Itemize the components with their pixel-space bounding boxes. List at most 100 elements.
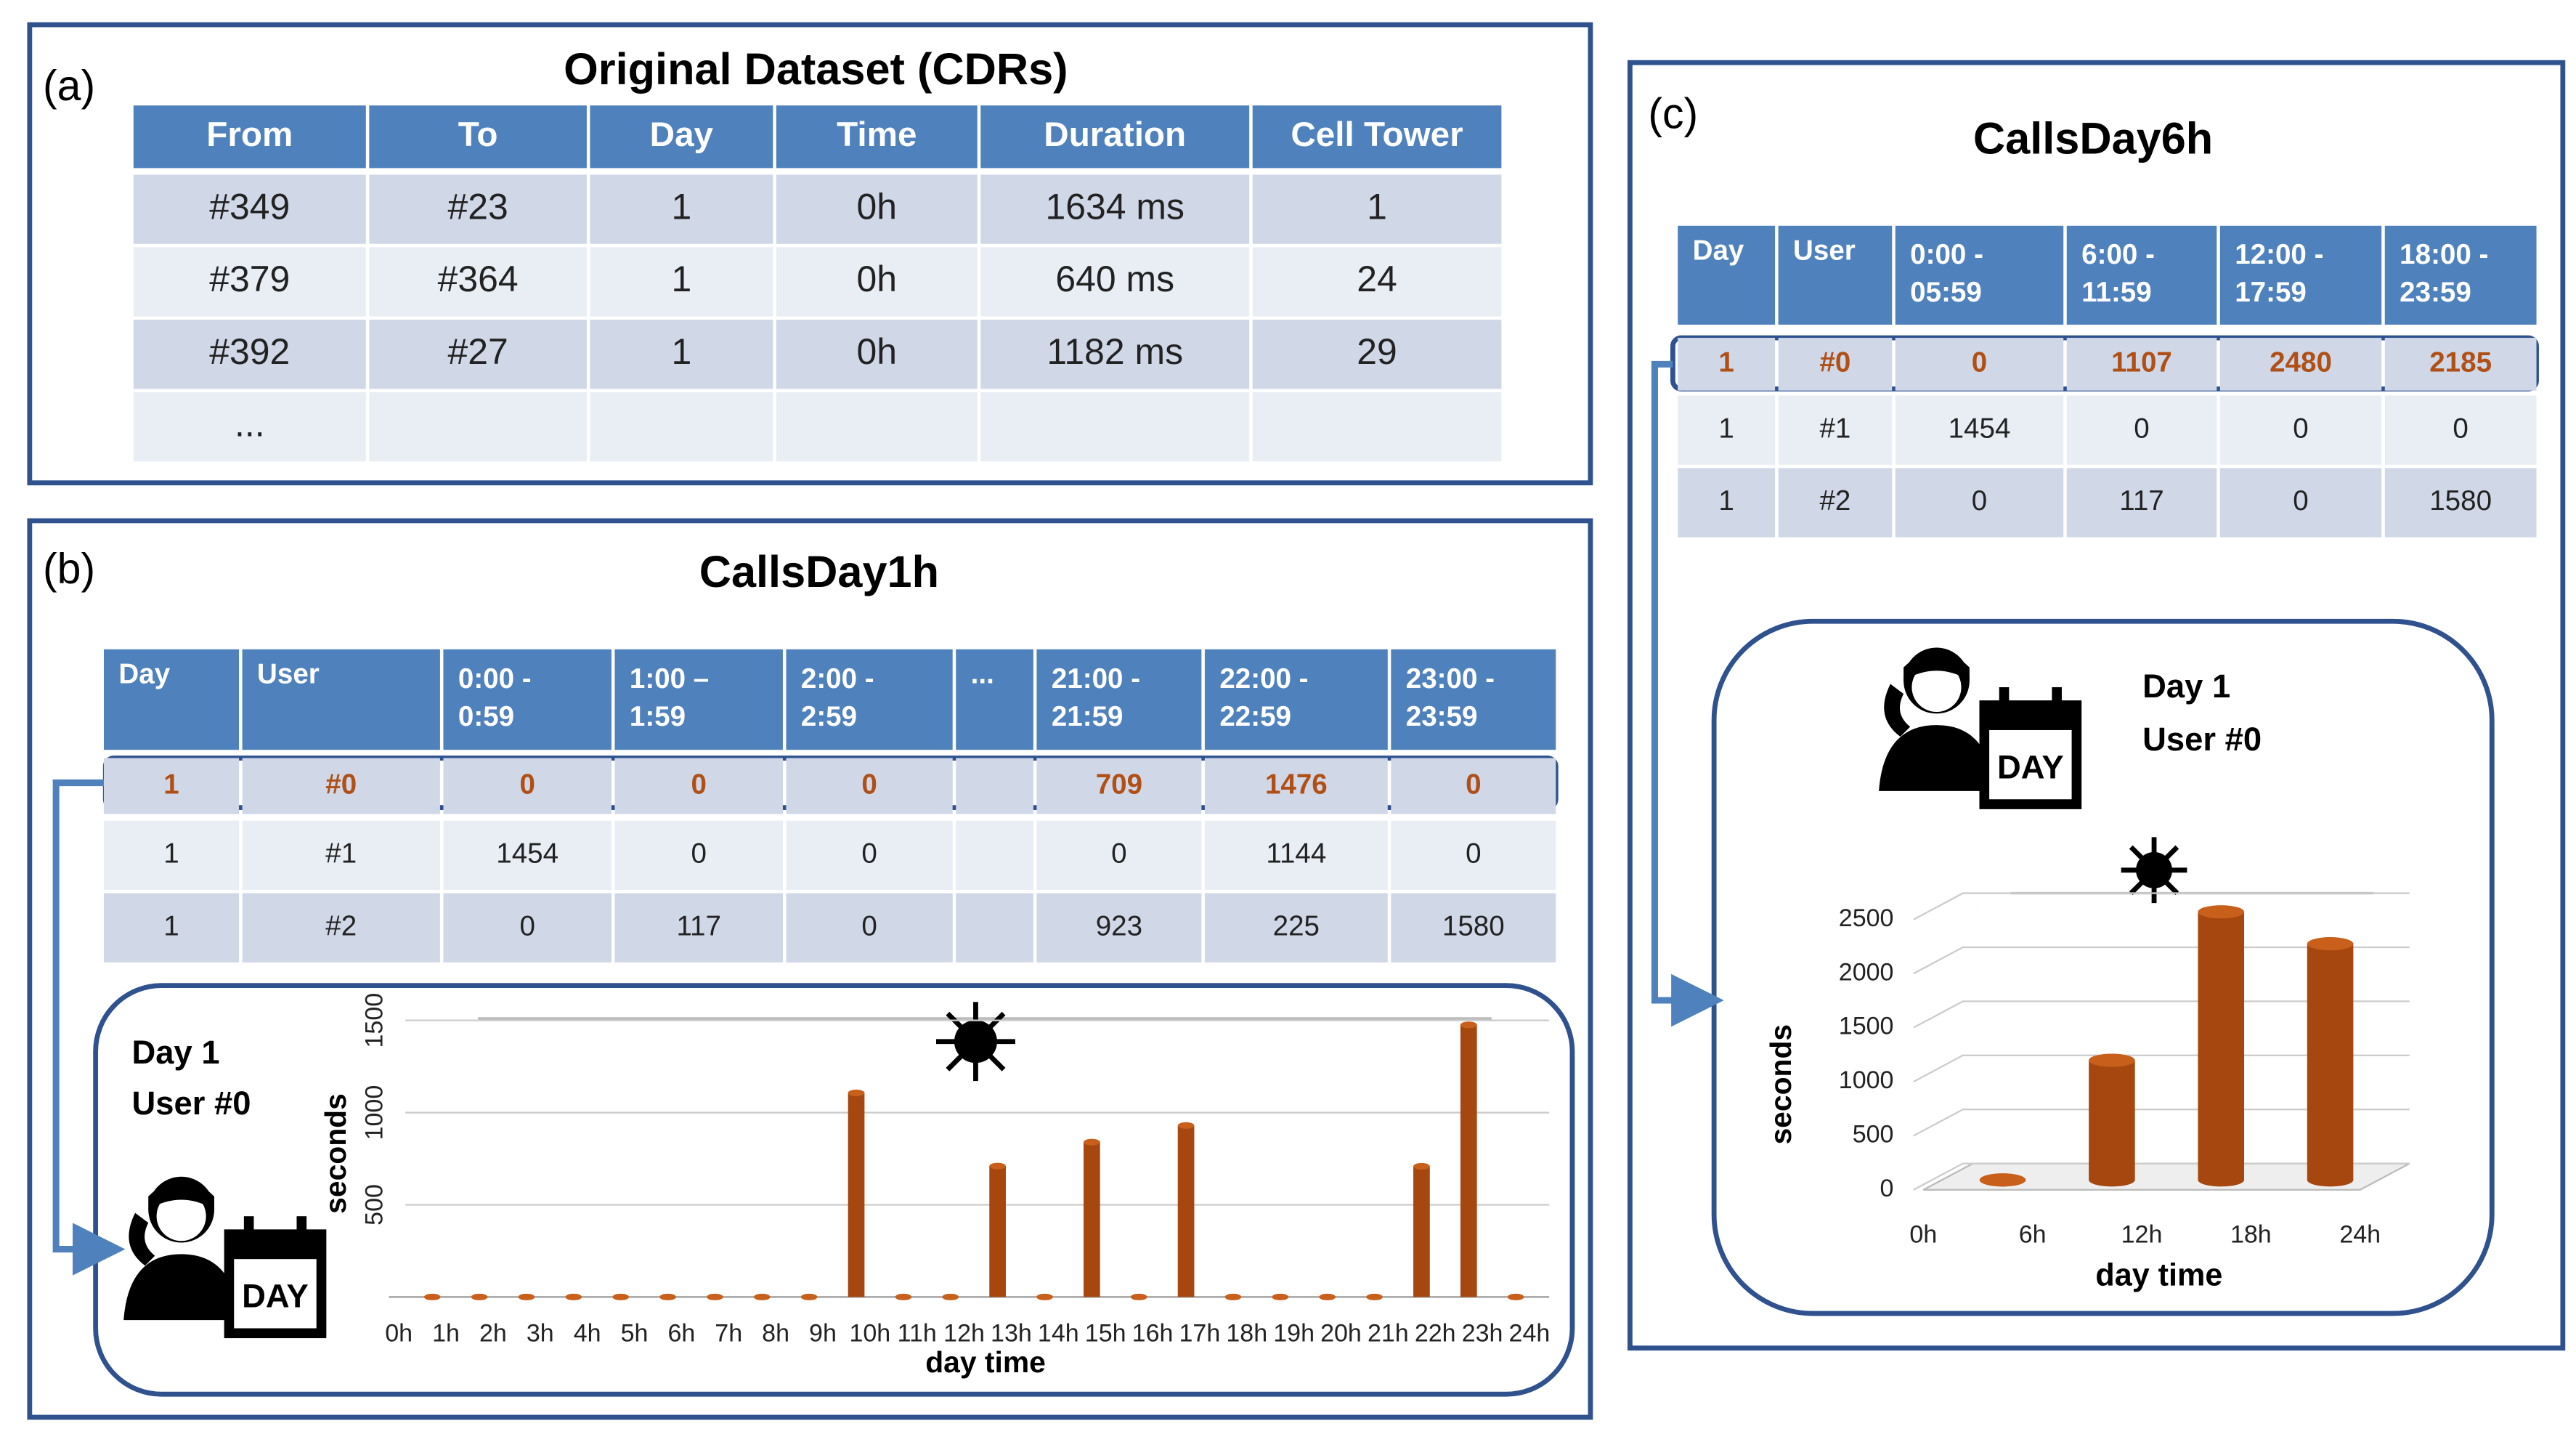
header-text: Time: [837, 116, 917, 154]
table-cell: [1391, 820, 1556, 891]
x-tick-label: 12h: [2121, 1220, 2163, 1248]
bar: [1084, 1142, 1100, 1297]
table-cell: [980, 320, 1250, 389]
table-cell: [1204, 758, 1388, 814]
bar-cap: [565, 1293, 582, 1300]
header-cell: [2384, 225, 2537, 325]
y-tick-label: 500: [360, 1184, 388, 1226]
cell-text: 1580: [1442, 910, 1505, 941]
header-cell: [2219, 225, 2382, 325]
x-tick-label: 16h: [1132, 1320, 1174, 1348]
x-tick-label: 18h: [2230, 1220, 2272, 1248]
bar-base: [2089, 1173, 2135, 1187]
header-text: User: [257, 659, 320, 690]
header-cell: [776, 105, 978, 169]
table-cell: [956, 758, 1033, 814]
bar-cap: [942, 1293, 959, 1300]
table-cell: [369, 174, 587, 244]
cell-text: 0: [2134, 413, 2149, 444]
header-cell: [2066, 225, 2217, 325]
cell-text: 709: [1096, 769, 1142, 800]
table-cell: [2384, 338, 2537, 391]
header-cell: [590, 105, 773, 169]
x-tick-label: 14h: [1038, 1320, 1079, 1348]
cell-text: 1182 ms: [1047, 331, 1183, 372]
bar-cap: [1224, 1293, 1242, 1300]
bar: [2307, 944, 2354, 1180]
bar-base: [2198, 1173, 2245, 1187]
table-cell: [133, 174, 366, 244]
bar-base: [2307, 1173, 2354, 1187]
cell-text: #379: [209, 259, 290, 299]
x-tick-label: 0h: [1909, 1220, 1937, 1248]
x-tick-label: 20h: [1320, 1320, 1362, 1348]
table-cell: [590, 247, 773, 317]
header-cell: [242, 649, 440, 750]
cell-text: 1: [1718, 485, 1734, 517]
panel-title: Original Dataset (CDRs): [564, 44, 1068, 94]
cell-text: 24: [1357, 259, 1397, 299]
x-tick-label: 22h: [1415, 1320, 1456, 1348]
header-text: To: [458, 116, 498, 154]
cell-text: 0h: [857, 259, 898, 299]
bar-cap: [1460, 1021, 1477, 1029]
header-text: 22:59: [1219, 701, 1291, 732]
cell-text: 0: [2293, 485, 2308, 517]
table-cell: [242, 820, 440, 891]
cell-text: 0: [861, 838, 877, 870]
panel-label: (c): [1648, 90, 1698, 138]
table-cell: [1778, 395, 1893, 465]
cell-text: 0: [1466, 838, 1481, 870]
user-icon: DAY: [1879, 647, 2082, 809]
table-cell: [1391, 893, 1556, 963]
y-tick-label: 1000: [1839, 1066, 1894, 1094]
cell-text: 0: [519, 910, 535, 941]
panel-label: (a): [43, 62, 95, 110]
table-cell: [786, 893, 953, 963]
x-tick-label: 7h: [715, 1320, 742, 1348]
header-cell: [133, 105, 366, 169]
header-cell: [614, 649, 783, 750]
table-cell: [590, 174, 773, 244]
header-text: 12:00 -: [2235, 239, 2323, 270]
table-cell: [2066, 338, 2217, 391]
table-cell: [369, 392, 587, 462]
header-text: Cell Tower: [1291, 116, 1463, 154]
cell-text: 117: [2119, 485, 2163, 517]
bar-cap: [753, 1293, 771, 1300]
cell-text: #349: [209, 186, 290, 227]
cell-text: ...: [235, 404, 265, 445]
bar-cap: [2307, 937, 2354, 951]
x-tick-label: 9h: [809, 1320, 837, 1348]
table-cell: [133, 247, 366, 317]
cell-text: 0: [861, 769, 877, 800]
cell-text: 1454: [496, 838, 558, 870]
icon-text: DAY: [1997, 748, 2064, 785]
cell-text: 1: [1718, 347, 1734, 378]
x-tick-label: 10h: [849, 1320, 890, 1348]
cell-text: #364: [438, 259, 519, 299]
header-text: 23:59: [1406, 701, 1478, 732]
x-axis-label: day time: [2095, 1258, 2222, 1293]
cell-text: 1107: [2111, 347, 2172, 378]
table-cell: [2384, 468, 2537, 538]
x-tick-label: 11h: [898, 1320, 937, 1348]
cell-text: 0: [691, 838, 706, 870]
cell-text: 2185: [2429, 347, 2492, 378]
header-cell: [980, 105, 1250, 169]
header-text: From: [206, 116, 293, 154]
cell-text: 1580: [2429, 485, 2492, 517]
x-tick-label: 4h: [574, 1320, 601, 1348]
cell-text: 0: [2453, 413, 2468, 444]
grid-line: [1913, 892, 2410, 920]
cell-text: 0h: [857, 186, 898, 227]
cell-text: 29: [1357, 331, 1397, 372]
grid-line: [1913, 946, 2410, 975]
card: [1711, 618, 2495, 1316]
cell-text: 0: [2293, 413, 2308, 444]
header-text: User: [1793, 235, 1856, 267]
table-cell: [1036, 758, 1202, 814]
table-cell: [614, 820, 783, 891]
card-text: User #0: [132, 1085, 251, 1122]
cell-text: 225: [1273, 910, 1320, 941]
